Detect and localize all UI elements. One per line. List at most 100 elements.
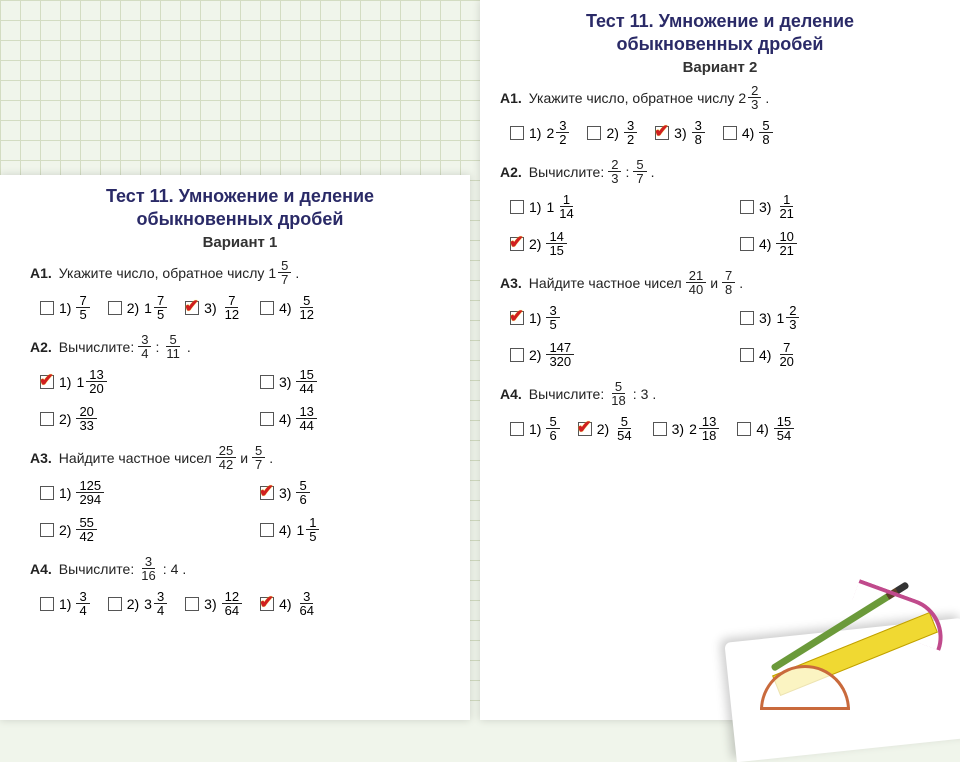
left-title-line2: обыкновенных дробей [137,209,344,229]
option-number: 3) [759,310,771,326]
option-value: 147320 [546,341,574,368]
right-a4-question: А4. Вычислите: 518 : 3 . [500,380,940,407]
option-value: 554 [614,415,634,442]
option-value: 56 [296,479,309,506]
left-a4-label: А4. [30,561,52,577]
checkbox-icon[interactable] [510,348,524,362]
checkbox-icon[interactable] [260,412,274,426]
option-value: 56 [546,415,559,442]
option-number: 1) [529,125,541,141]
checkbox-icon[interactable] [510,200,524,214]
right-variant: Вариант 2 [500,59,940,76]
answer-option[interactable]: 2)1415 [510,230,710,257]
answer-option[interactable]: 1)125294 [40,479,230,506]
right-a2-options: 1)1114 3)121 2)1415 4)1021 [510,193,940,257]
answer-option[interactable]: 2)554 [578,415,635,442]
left-a1-text: Укажите число, обратное числу [59,265,265,281]
option-value: 35 [546,304,559,331]
option-number: 4) [742,125,754,141]
option-number: 2) [127,596,139,612]
checkbox-icon[interactable] [510,126,524,140]
left-a1-options: 1)75 2)175 3)712 4)512 [40,294,450,321]
option-value: 34 [76,590,89,617]
answer-option[interactable]: 4) 58 [723,119,773,146]
answer-option[interactable]: 3) 123 [740,304,940,331]
checkbox-icon[interactable] [740,200,754,214]
checkbox-icon[interactable] [260,597,274,611]
answer-option[interactable]: 4)1021 [740,230,940,257]
right-column: Тест 11. Умножение и деление обыкновенны… [480,0,960,720]
option-number: 1) [59,374,71,390]
checkbox-icon[interactable] [108,301,122,315]
answer-option[interactable]: 3)1264 [185,590,242,617]
checkbox-icon[interactable] [655,126,669,140]
answer-option[interactable]: 2)175 [108,294,167,321]
option-number: 2) [59,522,71,538]
option-value: 232 [546,119,569,146]
option-number: 3) [279,485,291,501]
answer-option[interactable]: 1)35 [510,304,710,331]
answer-option[interactable]: 2) 147320 [510,341,710,368]
answer-option[interactable]: 3)1544 [260,368,450,395]
checkbox-icon[interactable] [740,237,754,251]
checkbox-icon[interactable] [723,126,737,140]
option-number: 3) [759,199,771,215]
answer-option[interactable]: 4)1344 [260,405,450,432]
checkbox-icon[interactable] [510,237,524,251]
left-a3-options: 1)125294 3) 56 2)5542 4)115 [40,479,450,543]
answer-option[interactable]: 2)5542 [40,516,230,543]
answer-option[interactable]: 3) 56 [260,479,450,506]
checkbox-icon[interactable] [40,597,54,611]
answer-option[interactable]: 4)115 [260,516,450,543]
answer-option[interactable]: 1)75 [40,294,90,321]
checkbox-icon[interactable] [510,311,524,325]
answer-option[interactable]: 1) 232 [510,119,569,146]
option-value: 58 [759,119,772,146]
checkbox-icon[interactable] [587,126,601,140]
answer-option[interactable]: 4)720 [740,341,940,368]
checkbox-icon[interactable] [185,301,199,315]
answer-option[interactable]: 2)2033 [40,405,230,432]
checkbox-icon[interactable] [740,348,754,362]
checkbox-icon[interactable] [40,301,54,315]
answer-option[interactable]: 2)32 [587,119,637,146]
checkbox-icon[interactable] [737,422,751,436]
checkbox-icon[interactable] [653,422,667,436]
answer-option[interactable]: 4)512 [260,294,317,321]
checkbox-icon[interactable] [260,375,274,389]
answer-option[interactable]: 1)34 [40,590,90,617]
option-value: 1264 [222,590,242,617]
checkbox-icon[interactable] [40,486,54,500]
answer-option[interactable]: 4)364 [260,590,317,617]
columns: Тест 11. Умножение и деление обыкновенны… [0,0,960,720]
answer-option[interactable]: 3)121 [740,193,940,220]
answer-option[interactable]: 1)11320 [40,368,230,395]
checkbox-icon[interactable] [260,486,274,500]
option-value: 123 [776,304,799,331]
option-number: 2) [529,347,541,363]
checkbox-icon[interactable] [578,422,592,436]
option-value: 712 [222,294,242,321]
answer-option[interactable]: 1)1114 [510,193,710,220]
checkbox-icon[interactable] [108,597,122,611]
left-a1-question: А1. Укажите число, обратное числу 1 57 . [30,259,450,286]
answer-option[interactable]: 2)334 [108,590,167,617]
checkbox-icon[interactable] [260,523,274,537]
checkbox-icon[interactable] [40,412,54,426]
answer-option[interactable]: 4)1554 [737,415,794,442]
option-number: 3) [674,125,686,141]
option-value: 1344 [296,405,316,432]
answer-option[interactable]: 1)56 [510,415,560,442]
option-number: 1) [59,485,71,501]
checkbox-icon[interactable] [740,311,754,325]
answer-option[interactable]: 3)21318 [653,415,720,442]
checkbox-icon[interactable] [185,597,199,611]
checkbox-icon[interactable] [260,301,274,315]
checkbox-icon[interactable] [40,375,54,389]
option-number: 4) [279,522,291,538]
answer-option[interactable]: 3)712 [185,294,242,321]
checkbox-icon[interactable] [40,523,54,537]
option-number: 2) [127,300,139,316]
checkbox-icon[interactable] [510,422,524,436]
answer-option[interactable]: 3)38 [655,119,705,146]
